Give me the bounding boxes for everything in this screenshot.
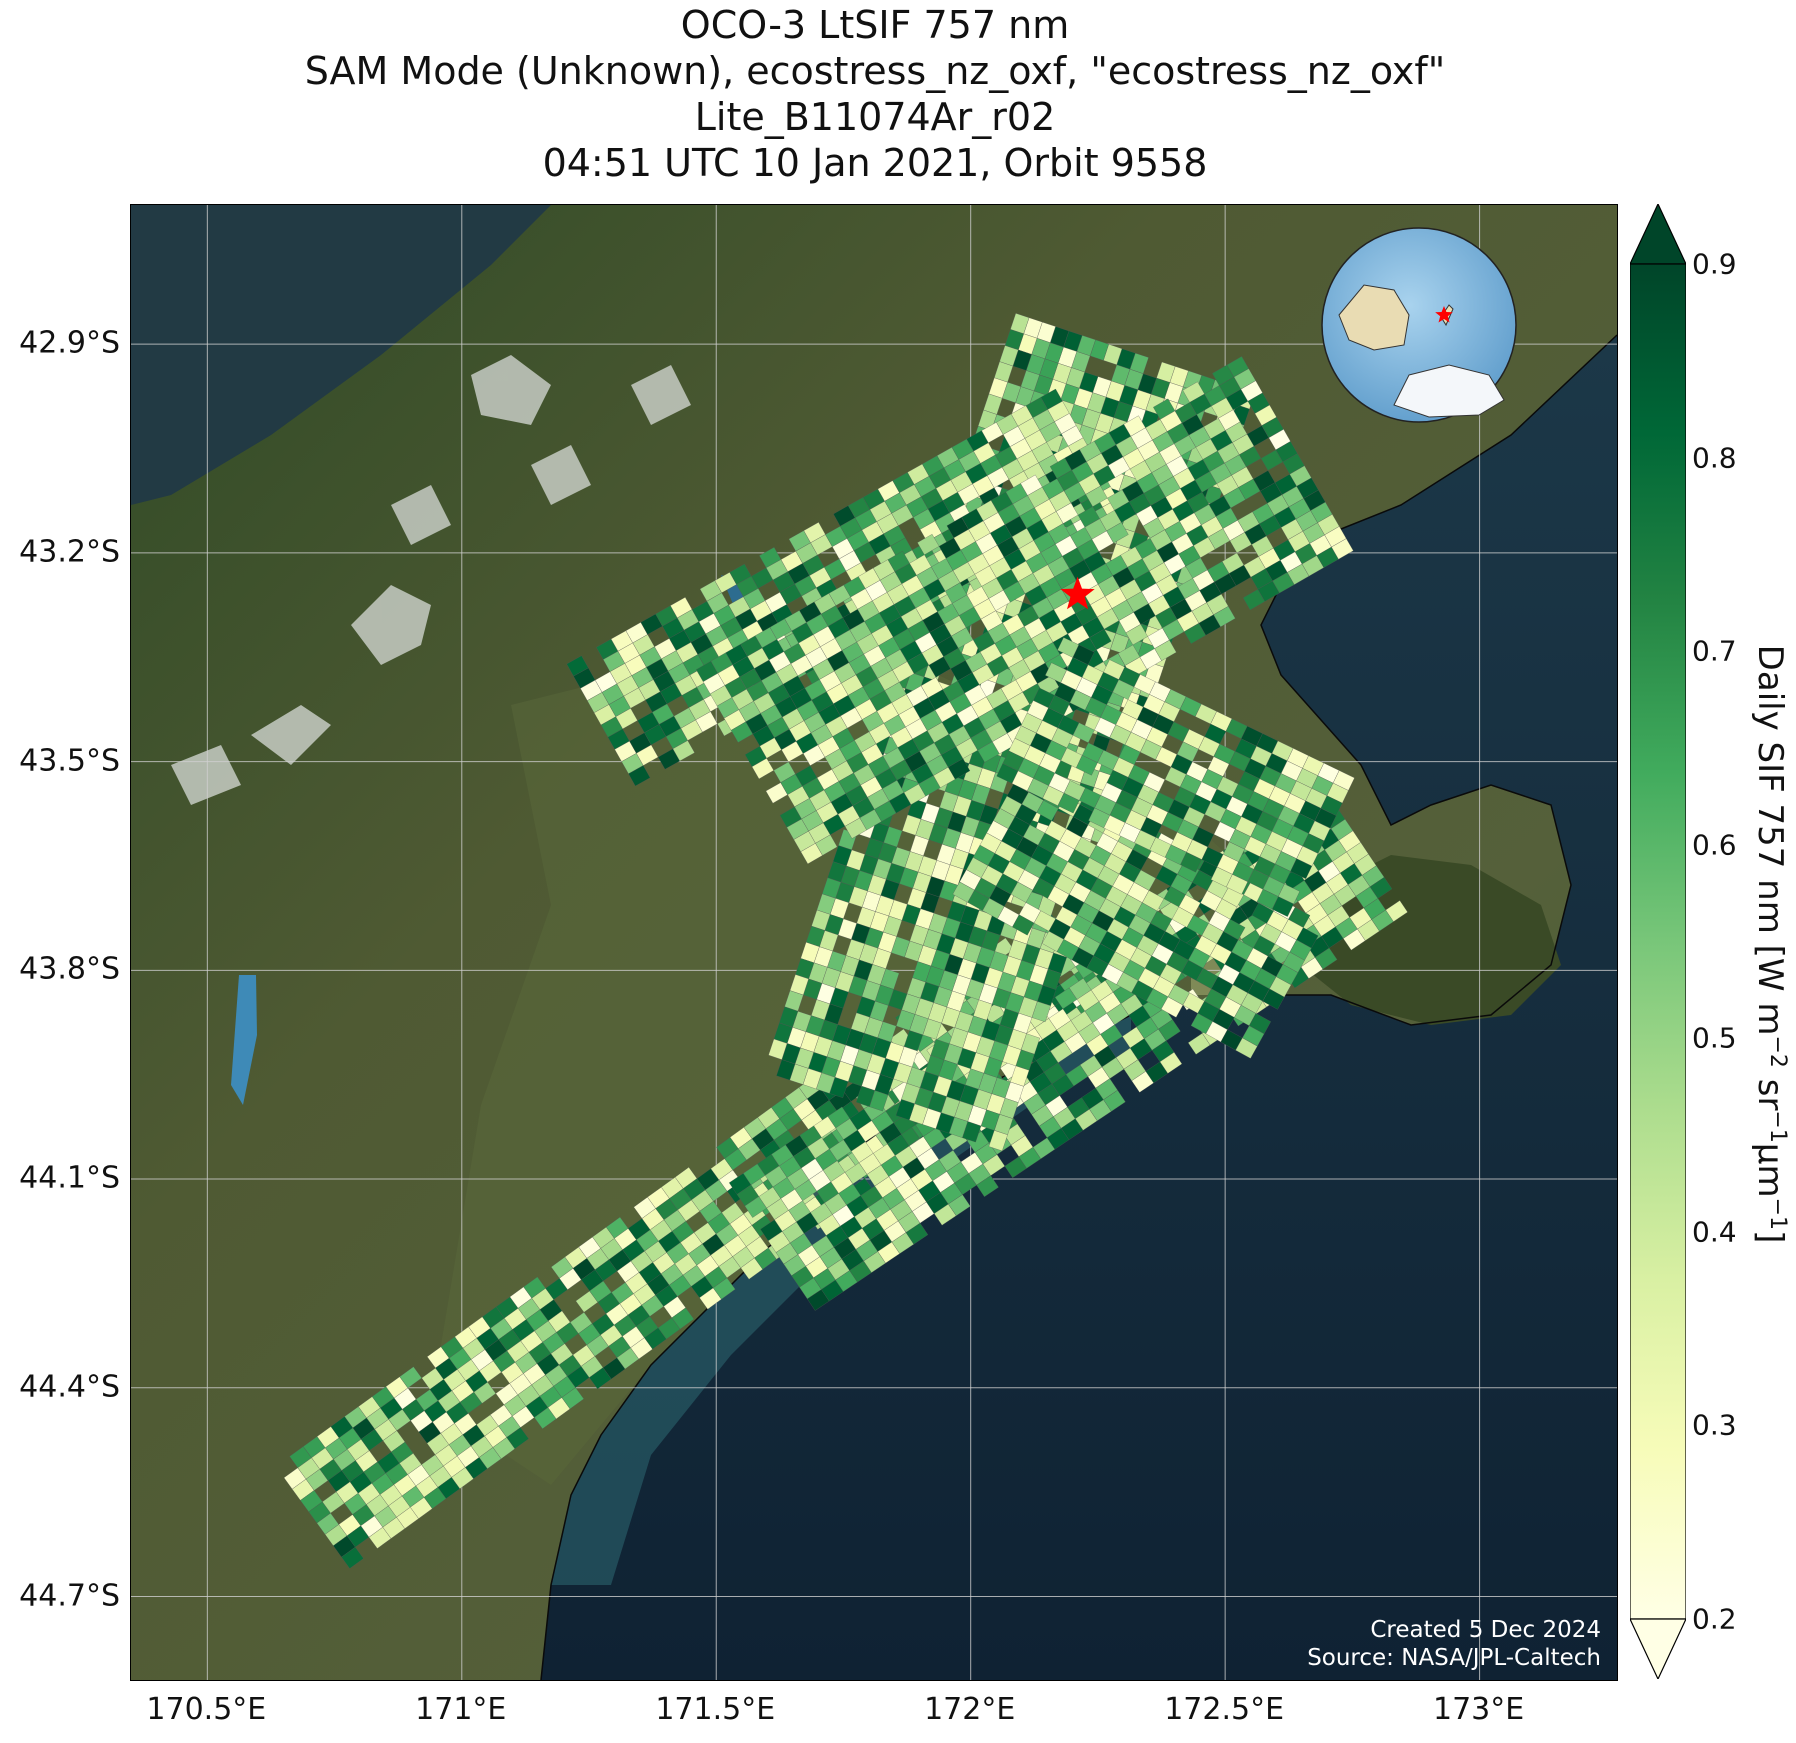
sounding-cell (1057, 792, 1080, 814)
sounding-cell (1385, 900, 1408, 922)
colorbar-tick-label: 0.7 (1692, 634, 1737, 668)
colorbar-tick-label: 0.2 (1692, 1602, 1737, 1636)
latitude-tick-label: 43.8°S (19, 951, 120, 987)
sounding-cell (1158, 1019, 1181, 1041)
credit-text: Created 5 Dec 2024 Source: NASA/JPL-Calt… (1307, 1616, 1601, 1672)
sounding-cell (1180, 851, 1203, 873)
latitude-tick-label: 43.5°S (19, 743, 120, 779)
sounding-cell (1213, 606, 1236, 628)
latitude-tick-label: 44.7°S (19, 1578, 120, 1613)
star-icon (1060, 576, 1095, 610)
australia-shape (1338, 284, 1410, 351)
sounding-cell (1290, 858, 1313, 879)
colorbar-max-extend (1630, 204, 1686, 265)
sounding-cell (905, 1222, 929, 1245)
longitude-tick-label: 172°E (924, 1692, 1016, 1727)
colorbar-tick-label: 0.8 (1692, 441, 1737, 475)
sounding-cell (1103, 1089, 1126, 1112)
sounding-cell (1262, 988, 1285, 1010)
colorbar (1630, 204, 1686, 1679)
credit-created: Created 5 Dec 2024 (1370, 1617, 1601, 1643)
sounding-cell (1271, 896, 1294, 917)
sounding-cell (1226, 874, 1248, 895)
colorbar-gradient (1630, 263, 1686, 1620)
longitude-tick-label: 170.5°E (146, 1692, 267, 1727)
sounding-cell (1159, 1052, 1183, 1074)
longitude-tick-label: 172.5°E (1164, 1692, 1285, 1727)
sounding-cell (341, 1546, 364, 1569)
map-canvas (131, 205, 1617, 1680)
sounding-cell (561, 1387, 585, 1410)
sounding-swath (996, 637, 1355, 917)
sounding-cell (976, 1175, 999, 1197)
sounding-cell (895, 1099, 915, 1121)
latitude-tick-label: 44.4°S (19, 1369, 120, 1405)
longitude-tick-label: 171.5°E (655, 1692, 776, 1727)
longitude-tick-label: 173°E (1432, 1692, 1525, 1727)
sounding-cell (1235, 1037, 1258, 1059)
sounding-cell (1331, 538, 1354, 560)
sif-soundings (283, 313, 1408, 1569)
map-panel[interactable]: Created 5 Dec 2024 Source: NASA/JPL-Calt… (130, 204, 1618, 1681)
colorbar-label: Daily SIF 757 nm [W m−2 sr−1μm−1] (1749, 644, 1791, 1244)
latitude-tick-label: 42.9°S (19, 325, 120, 361)
sounding-cell (855, 1085, 875, 1107)
longitude-tick-label: 171°E (415, 1692, 507, 1727)
globe-star-icon (1435, 306, 1453, 323)
title-line-2: SAM Mode (Unknown), ecostress_nz_oxf, "e… (304, 49, 1446, 93)
colorbar-tick-label: 0.5 (1692, 1021, 1737, 1055)
sounding-cell (628, 765, 651, 787)
colorbar-tick-label: 0.9 (1692, 247, 1737, 281)
title-line-1: OCO-3 LtSIF 757 nm (680, 3, 1070, 47)
target-marker-layer (1060, 576, 1095, 610)
sounding-cell (947, 758, 971, 780)
latitude-tick-label: 44.1°S (19, 1160, 120, 1196)
title-line-4: 04:51 UTC 10 Jan 2021, Orbit 9558 (542, 141, 1208, 185)
sounding-cell (506, 1427, 529, 1450)
latitude-tick-label: 43.2°S (19, 534, 120, 570)
sounding-cell (1314, 947, 1338, 970)
sounding-cell (712, 1277, 736, 1300)
sounding-cell (672, 740, 695, 762)
sounding-cell (1160, 996, 1184, 1018)
sounding-cell (1106, 522, 1129, 544)
sounding-cell (815, 834, 838, 856)
credit-source: Source: NASA/JPL-Caltech (1307, 1645, 1601, 1671)
figure-title: OCO-3 LtSIF 757 nm SAM Mode (Unknown), e… (0, 2, 1750, 186)
lake-tekapo (231, 975, 257, 1105)
antarctica-shape (1393, 364, 1505, 418)
sounding-cell (768, 1038, 788, 1060)
sounding-cell (1089, 628, 1112, 650)
tasman-sea (131, 205, 551, 505)
title-line-3: Lite_B11074Ar_r02 (694, 95, 1056, 139)
colorbar-min-extend (1630, 1618, 1686, 1679)
sounding-cell (1012, 914, 1035, 936)
coastline (540, 334, 1617, 1680)
alps-snow (171, 355, 691, 805)
sounding-cell (1076, 755, 1098, 776)
sounding-cell (988, 1130, 1008, 1152)
sounding-swath (695, 356, 1354, 865)
colorbar-tick-label: 0.3 (1692, 1408, 1737, 1442)
sounding-cell (1154, 639, 1177, 661)
sounding-cell (1369, 877, 1393, 899)
colorbar-tick-label: 0.4 (1692, 1215, 1737, 1249)
sounding-cell (776, 1059, 796, 1081)
sounding-cell (948, 1194, 971, 1216)
inset-globe (1321, 227, 1517, 423)
sounding-cell (671, 1307, 695, 1330)
colorbar-tick-label: 0.6 (1692, 828, 1737, 862)
